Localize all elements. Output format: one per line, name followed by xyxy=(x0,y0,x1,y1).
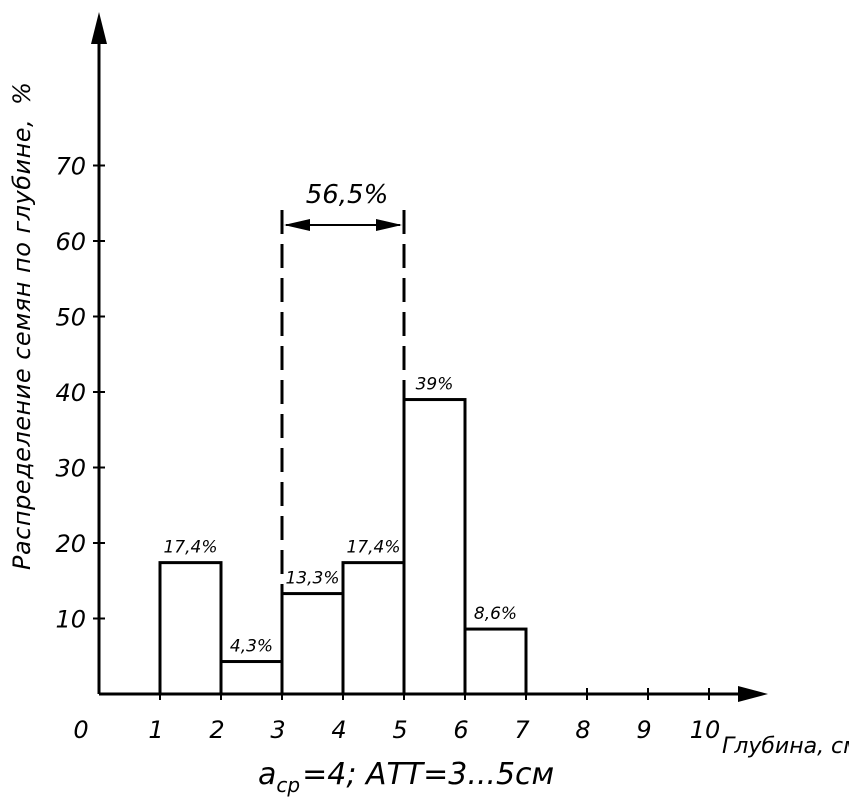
x-tick-label: 0 xyxy=(73,716,88,744)
y-tick-label: 50 xyxy=(55,304,86,332)
x-tick-label: 3 xyxy=(270,716,285,744)
y-axis-label-text: Распределение семян по глубине, xyxy=(8,118,36,570)
y-tick-label: 70 xyxy=(55,153,86,181)
x-ticks: 0 1 2 3 4 5 6 7 8 9 10 xyxy=(73,688,720,744)
x-tick-label: 2 xyxy=(209,716,224,744)
y-tick-label: 40 xyxy=(55,379,86,407)
x-tick-label: 7 xyxy=(514,716,530,744)
bar-value-label: 4,3% xyxy=(230,637,273,657)
x-axis-label: Глубина, см xyxy=(722,734,849,759)
range-arrow-left-head xyxy=(284,219,310,231)
bar-value-label: 8,6% xyxy=(474,604,517,624)
axes xyxy=(91,12,768,702)
range-annotation-label: 56,5% xyxy=(306,180,389,210)
value-labels: 17,4% 4,3% 13,3% 17,4% 39% 8,6% xyxy=(163,375,517,657)
x-tick-label: 1 xyxy=(148,716,163,744)
y-axis-unit: % xyxy=(8,81,36,105)
x-axis-arrow xyxy=(738,686,768,702)
formula-symbol: a xyxy=(258,757,277,792)
x-tick-label: 9 xyxy=(636,716,651,744)
bar-5 xyxy=(402,398,467,696)
bar-value-label: 13,3% xyxy=(285,569,339,589)
x-tick-label: 5 xyxy=(392,716,407,744)
bar-value-label: 17,4% xyxy=(163,538,217,558)
x-tick-label: 8 xyxy=(575,716,590,744)
formula-caption: aср=4; АТТ=3...5см xyxy=(258,757,554,797)
formula-subscript: ср xyxy=(276,773,301,797)
y-axis-arrow xyxy=(91,12,107,44)
x-tick-label: 10 xyxy=(690,716,721,744)
bar-2 xyxy=(219,660,284,696)
formula-values: =4; АТТ=3...5см xyxy=(302,757,555,792)
x-tick-label: 6 xyxy=(453,716,468,744)
range-annotation: 56,5% xyxy=(280,180,406,694)
bar-value-label: 17,4% xyxy=(346,538,400,558)
y-tick-label: 10 xyxy=(55,606,86,634)
bar-3 xyxy=(280,592,345,696)
y-ticks: 10 20 30 40 50 60 70 xyxy=(55,153,105,634)
y-tick-label: 60 xyxy=(55,228,86,256)
x-tick-label: 4 xyxy=(331,716,346,744)
range-arrow-right-head xyxy=(376,219,402,231)
bar-value-label: 39% xyxy=(416,375,454,395)
bar-4 xyxy=(341,561,406,696)
y-tick-label: 20 xyxy=(55,530,86,558)
bars xyxy=(158,398,528,696)
y-tick-label: 30 xyxy=(55,455,86,483)
bar-6 xyxy=(463,627,528,696)
bar-1 xyxy=(158,561,223,696)
y-axis-label: Распределение семян по глубине,% xyxy=(8,82,36,571)
